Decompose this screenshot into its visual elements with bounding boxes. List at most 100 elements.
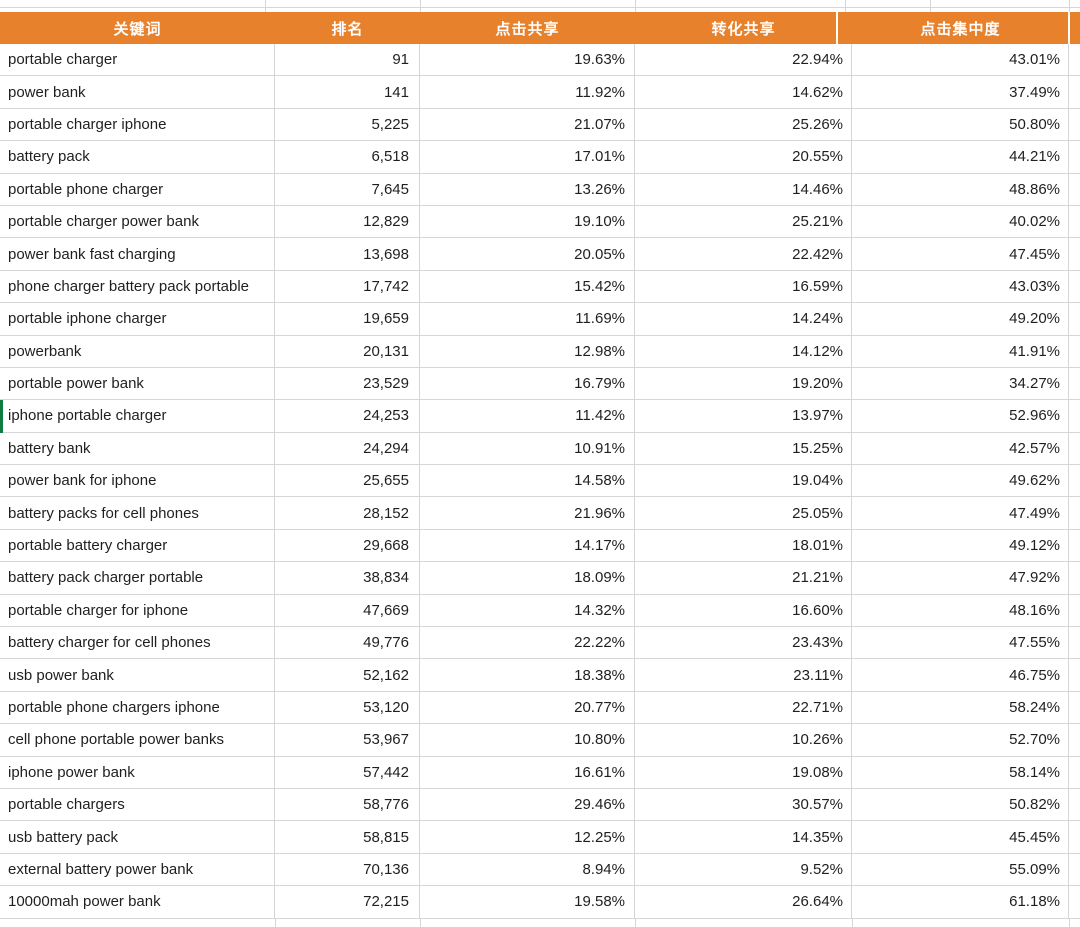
conversion-share-cell[interactable]: 25.05% [635, 497, 852, 530]
empty-cell[interactable] [1069, 271, 1080, 304]
click-concentration-cell[interactable]: 49.62% [852, 465, 1069, 498]
empty-cell[interactable] [1069, 206, 1080, 239]
click-share-cell[interactable]: 8.94% [420, 853, 635, 887]
click-share-cell[interactable]: 12.25% [420, 821, 635, 854]
empty-cell[interactable] [1069, 238, 1080, 271]
click-share-cell[interactable]: 11.69% [420, 303, 635, 336]
keyword-cell[interactable]: phone charger battery pack portable [0, 270, 275, 304]
click-concentration-cell[interactable]: 44.21% [852, 141, 1069, 174]
rank-cell[interactable]: 20,131 [275, 335, 420, 368]
conversion-share-cell[interactable]: 10.26% [635, 724, 852, 757]
header-cell-click-concentration[interactable]: 点击集中度 [920, 20, 1001, 38]
rank-cell[interactable]: 91 [275, 44, 420, 77]
empty-cell[interactable] [1069, 141, 1080, 174]
click-share-cell[interactable]: 22.22% [420, 627, 635, 660]
click-concentration-cell[interactable]: 40.02% [852, 205, 1069, 239]
rank-cell[interactable]: 13,698 [275, 238, 420, 271]
rank-cell[interactable]: 58,776 [275, 788, 420, 822]
click-share-cell[interactable]: 13.26% [420, 173, 635, 206]
click-concentration-cell[interactable]: 48.86% [852, 173, 1069, 206]
click-share-cell[interactable]: 18.38% [420, 659, 635, 692]
click-concentration-cell[interactable]: 49.12% [852, 529, 1069, 563]
keyword-cell[interactable]: usb power bank [0, 659, 275, 692]
empty-cell[interactable] [1069, 76, 1080, 109]
rank-cell[interactable]: 12,829 [275, 205, 420, 239]
empty-cell[interactable] [1069, 174, 1080, 206]
rank-cell[interactable]: 23,529 [275, 367, 420, 401]
keyword-cell[interactable]: portable phone charger [0, 173, 275, 206]
rank-cell[interactable]: 29,668 [275, 529, 420, 563]
empty-cell[interactable] [1069, 336, 1080, 368]
rank-cell[interactable]: 53,967 [275, 724, 420, 757]
conversion-share-cell[interactable]: 26.64% [635, 886, 852, 919]
click-concentration-cell[interactable]: 41.91% [852, 335, 1069, 368]
rank-cell[interactable]: 17,742 [275, 270, 420, 304]
empty-cell[interactable] [1069, 595, 1080, 628]
keyword-cell[interactable]: power bank fast charging [0, 238, 275, 271]
click-share-cell[interactable]: 19.63% [420, 44, 635, 77]
keyword-cell[interactable]: external battery power bank [0, 853, 275, 887]
empty-cell[interactable] [1069, 821, 1080, 854]
click-share-cell[interactable]: 21.96% [420, 497, 635, 530]
empty-cell[interactable] [1069, 724, 1080, 757]
keyword-cell[interactable]: portable charger iphone [0, 108, 275, 142]
click-concentration-cell[interactable]: 34.27% [852, 367, 1069, 401]
keyword-cell[interactable]: usb battery pack [0, 821, 275, 854]
click-share-cell[interactable]: 14.17% [420, 529, 635, 563]
rank-cell[interactable]: 24,294 [275, 432, 420, 466]
conversion-share-cell[interactable]: 23.11% [635, 659, 852, 692]
conversion-share-cell[interactable]: 19.20% [635, 367, 852, 401]
empty-cell[interactable] [1069, 433, 1080, 466]
click-share-cell[interactable]: 20.77% [420, 691, 635, 725]
rank-cell[interactable]: 49,776 [275, 627, 420, 660]
click-concentration-cell[interactable]: 58.24% [852, 691, 1069, 725]
conversion-share-cell[interactable]: 14.46% [635, 173, 852, 206]
click-concentration-cell[interactable]: 50.82% [852, 788, 1069, 822]
rank-cell[interactable]: 72,215 [275, 886, 420, 919]
click-share-cell[interactable]: 29.46% [420, 788, 635, 822]
rank-cell[interactable]: 24,253 [275, 400, 420, 433]
empty-cell[interactable] [1069, 692, 1080, 725]
rank-cell[interactable]: 38,834 [275, 562, 420, 595]
keyword-cell[interactable]: iphone portable charger [0, 400, 275, 433]
conversion-share-cell[interactable]: 21.21% [635, 562, 852, 595]
click-concentration-cell[interactable]: 52.70% [852, 724, 1069, 757]
rank-cell[interactable]: 141 [275, 76, 420, 109]
conversion-share-cell[interactable]: 20.55% [635, 141, 852, 174]
conversion-share-cell[interactable]: 14.62% [635, 76, 852, 109]
empty-cell[interactable] [1069, 659, 1080, 692]
rank-cell[interactable]: 5,225 [275, 108, 420, 142]
keyword-cell[interactable]: portable phone chargers iphone [0, 691, 275, 725]
click-share-cell[interactable]: 19.10% [420, 205, 635, 239]
click-concentration-cell[interactable]: 45.45% [852, 821, 1069, 854]
keyword-cell[interactable]: portable iphone charger [0, 303, 275, 336]
click-share-cell[interactable]: 15.42% [420, 270, 635, 304]
click-concentration-cell[interactable]: 42.57% [852, 432, 1069, 466]
rank-cell[interactable]: 19,659 [275, 303, 420, 336]
empty-cell[interactable] [1069, 854, 1080, 887]
keyword-cell[interactable]: portable charger for iphone [0, 594, 275, 628]
keyword-cell[interactable]: portable charger power bank [0, 205, 275, 239]
click-concentration-cell[interactable]: 49.20% [852, 303, 1069, 336]
click-share-cell[interactable]: 20.05% [420, 238, 635, 271]
empty-cell[interactable] [1069, 497, 1080, 530]
click-concentration-cell[interactable]: 50.80% [852, 108, 1069, 142]
click-share-cell[interactable]: 11.42% [420, 400, 635, 433]
click-share-cell[interactable]: 14.32% [420, 594, 635, 628]
click-concentration-cell[interactable]: 43.01% [852, 44, 1069, 77]
keyword-cell[interactable]: portable chargers [0, 788, 275, 822]
keyword-cell[interactable]: iphone power bank [0, 756, 275, 789]
click-share-cell[interactable]: 14.58% [420, 465, 635, 498]
conversion-share-cell[interactable]: 14.35% [635, 821, 852, 854]
conversion-share-cell[interactable]: 14.24% [635, 303, 852, 336]
rank-cell[interactable]: 6,518 [275, 141, 420, 174]
empty-cell[interactable] [1069, 465, 1080, 498]
keyword-cell[interactable]: portable power bank [0, 367, 275, 401]
empty-cell[interactable] [1069, 627, 1080, 660]
click-share-cell[interactable]: 11.92% [420, 76, 635, 109]
conversion-share-cell[interactable]: 18.01% [635, 529, 852, 563]
click-share-cell[interactable]: 19.58% [420, 886, 635, 919]
conversion-share-cell[interactable]: 16.59% [635, 270, 852, 304]
click-share-cell[interactable]: 21.07% [420, 108, 635, 142]
click-share-cell[interactable]: 10.91% [420, 432, 635, 466]
